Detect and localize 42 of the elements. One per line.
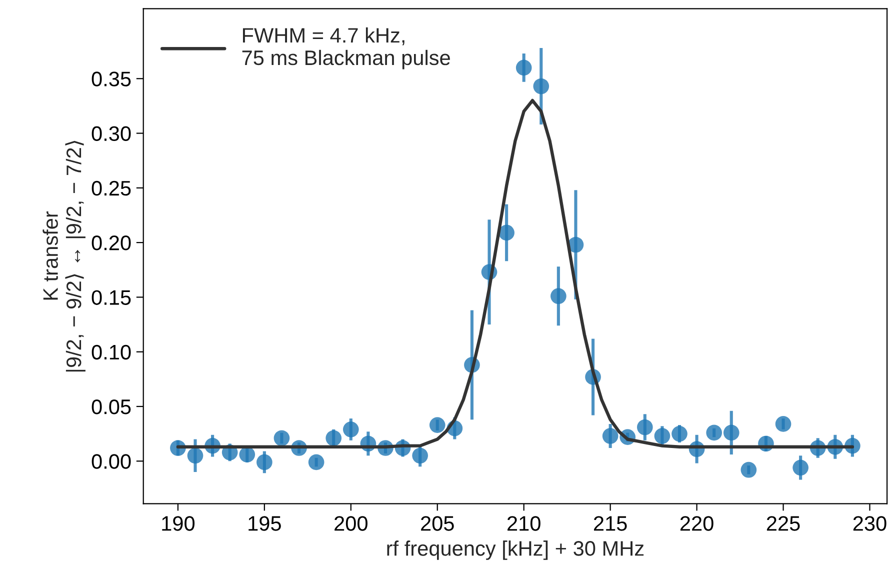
point — [792, 460, 808, 476]
y-tick-label: 0.30 — [92, 126, 131, 142]
y-tick-label: 0.25 — [92, 180, 131, 196]
point — [274, 430, 290, 446]
point — [636, 419, 653, 436]
y-tick-label: 0.05 — [92, 399, 131, 414]
point — [498, 224, 514, 241]
point — [239, 446, 256, 462]
y-tick-label: 0.15 — [92, 290, 131, 305]
x-tick-label: 210 — [508, 516, 540, 531]
point — [550, 288, 566, 304]
point — [706, 424, 722, 441]
point — [342, 422, 359, 438]
point — [654, 428, 670, 444]
point — [740, 462, 757, 478]
point — [326, 430, 342, 446]
x-tick-label: 205 — [421, 516, 454, 531]
x-axis-title: rf frequency [kHz] + 30 MHz — [387, 540, 644, 560]
x-tick-label: 220 — [680, 516, 714, 531]
x-tick-label: 230 — [853, 516, 886, 531]
point — [256, 454, 272, 470]
point — [775, 416, 792, 432]
point — [672, 426, 688, 442]
point — [308, 454, 324, 470]
y-tick-label: 0.20 — [92, 236, 131, 250]
x-tick-label: 225 — [766, 516, 800, 531]
x-tick-label: 195 — [248, 516, 281, 531]
point — [429, 417, 446, 433]
x-tick-label: 190 — [162, 516, 195, 531]
x-tick-label: 200 — [334, 516, 368, 531]
point — [516, 60, 532, 76]
point — [533, 78, 550, 94]
x-tick-label: 215 — [594, 516, 627, 531]
point — [602, 428, 618, 444]
y-tick-label: 0.10 — [92, 344, 131, 360]
point — [187, 448, 204, 464]
y-tick-label: 0.00 — [92, 454, 131, 469]
y-axis-title: K transfer |9/2, − 9/2⟩ ↔ |9/2, − 7/2⟩ — [42, 140, 86, 372]
point — [723, 424, 740, 441]
legend-label: FWHM = 4.7 kHz, 75 ms Blackman pulse — [242, 27, 450, 70]
y-tick-label: 0.35 — [92, 72, 131, 86]
point — [412, 448, 428, 464]
